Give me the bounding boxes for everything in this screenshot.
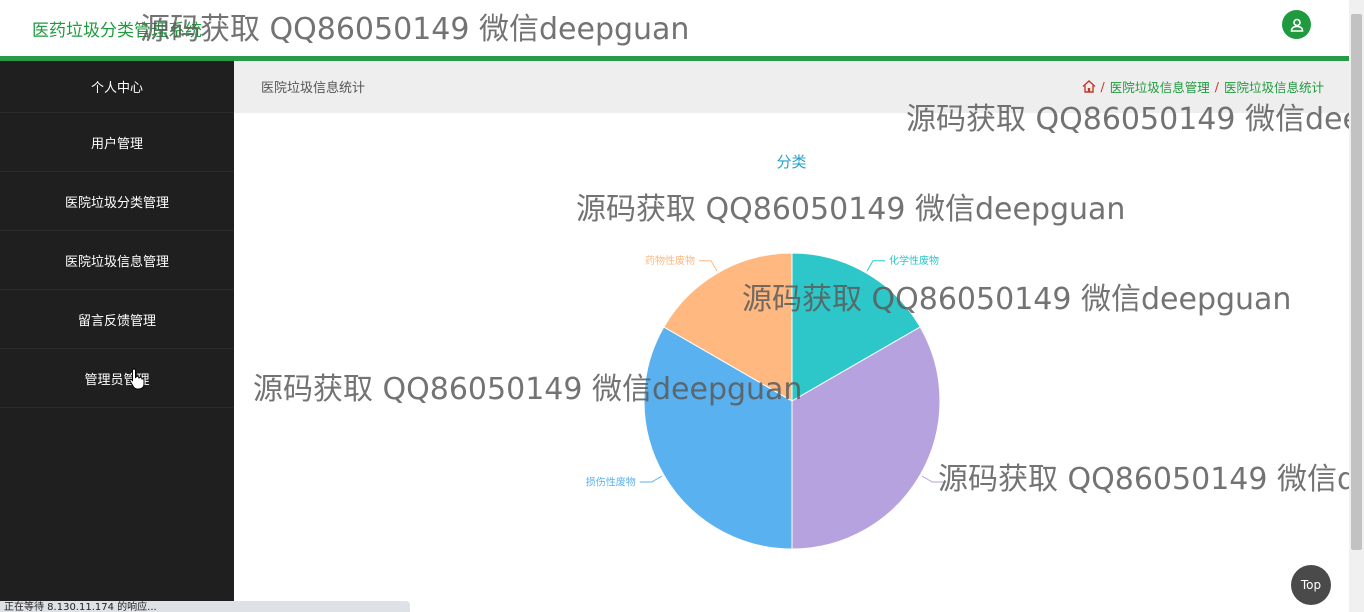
- pie-leader-line-0: [866, 260, 885, 272]
- pie-leader-line-2: [639, 475, 663, 483]
- sidebar-item-profile[interactable]: 个人中心: [0, 61, 234, 113]
- pie-slice-0[interactable]: [791, 252, 921, 402]
- pie-label-0: 化学性废物: [889, 254, 939, 267]
- sidebar-item-admins[interactable]: 管理员管理: [0, 349, 234, 408]
- sidebar-item-waste-category[interactable]: 医院垃圾分类管理: [0, 172, 234, 231]
- browser-status-bar: 正在等待 8.130.11.174 的响应...: [0, 601, 410, 612]
- sidebar-item-feedback[interactable]: 留言反馈管理: [0, 290, 234, 349]
- chart-title: 分类: [776, 153, 807, 171]
- breadcrumb-bar: 医院垃圾信息统计 / 医院垃圾信息管理 / 医院垃圾信息统计: [234, 61, 1349, 113]
- pie-leader-line-3: [699, 260, 718, 272]
- main-content: 医院垃圾信息统计 / 医院垃圾信息管理 / 医院垃圾信息统计 分类 化学性废物损…: [234, 61, 1349, 612]
- top-header: 医药垃圾分类管理系统: [0, 0, 1349, 61]
- hand-cursor-icon: [129, 368, 145, 390]
- home-icon[interactable]: [1082, 80, 1096, 93]
- user-icon: [1290, 18, 1303, 32]
- pie-label-3: 药物性废物: [645, 254, 695, 267]
- app-title: 医药垃圾分类管理系统: [32, 21, 202, 41]
- breadcrumb-separator: /: [1100, 79, 1105, 94]
- scrollbar-thumb[interactable]: [1351, 14, 1362, 550]
- header-accent-bar: [0, 56, 1349, 61]
- pie-slice-2[interactable]: [643, 326, 793, 550]
- sidebar: 个人中心 用户管理 医院垃圾分类管理 医院垃圾信息管理 留言反馈管理 管理员管理: [0, 61, 234, 612]
- breadcrumb-waste-info[interactable]: 医院垃圾信息管理: [1109, 80, 1210, 95]
- breadcrumb-separator: /: [1214, 79, 1219, 94]
- pie-slice-1[interactable]: [791, 326, 941, 550]
- breadcrumb-waste-stats[interactable]: 医院垃圾信息统计: [1223, 80, 1324, 95]
- page-title: 医院垃圾信息统计: [261, 81, 366, 96]
- user-avatar-button[interactable]: [1282, 10, 1311, 39]
- pie-slice-3[interactable]: [663, 252, 793, 402]
- pie-label-2: 损伤性废物: [586, 476, 636, 489]
- breadcrumb: / 医院垃圾信息管理 / 医院垃圾信息统计: [1082, 77, 1324, 96]
- back-to-top-button[interactable]: Top: [1291, 565, 1331, 605]
- page-scrollbar[interactable]: [1349, 0, 1364, 612]
- sidebar-item-waste-info[interactable]: 医院垃圾信息管理: [0, 231, 234, 290]
- sidebar-item-users[interactable]: 用户管理: [0, 113, 234, 172]
- pie-leader-line-1: [921, 475, 945, 483]
